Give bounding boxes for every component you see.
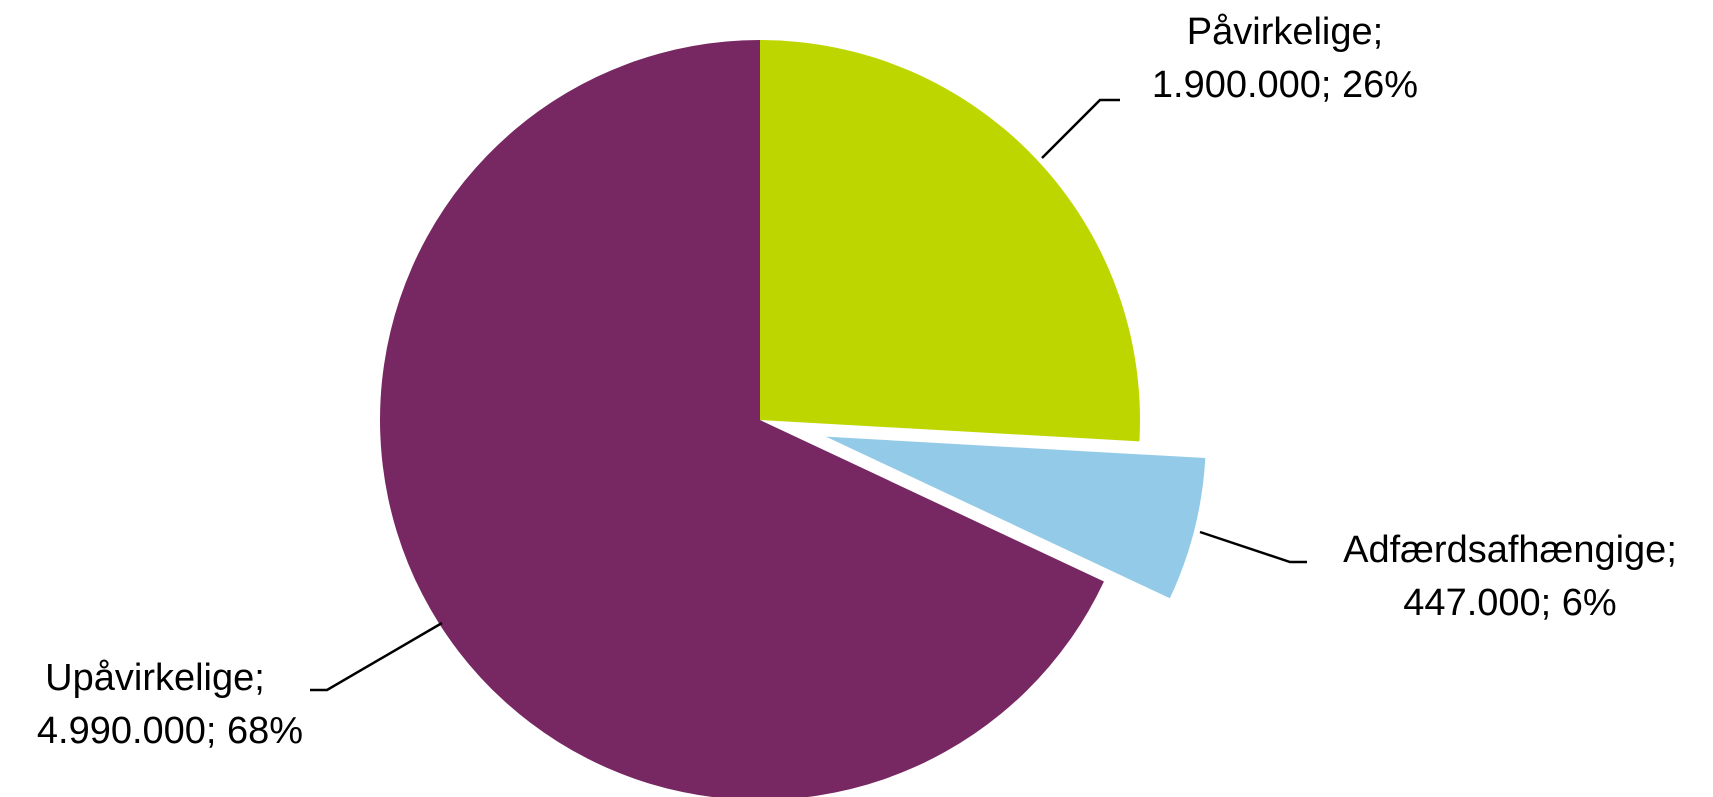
leader-line-påvirkelige	[1041, 98, 1120, 159]
slice-label-påvirkelige-name: Påvirkelige;	[1187, 11, 1383, 53]
pie-slices	[380, 40, 1206, 797]
leader-line-upåvirkelige	[310, 621, 443, 692]
slice-label-påvirkelige-value: 1.900.000; 26%	[1152, 64, 1418, 106]
leader-lines	[310, 98, 1307, 692]
leader-line-adfærdsafhængige	[1199, 530, 1307, 564]
slice-label-upåvirkelige-name: Upåvirkelige;	[45, 657, 265, 699]
pie-slice-adfærdsafhængige	[825, 436, 1206, 599]
slice-labels: Påvirkelige; 1.900.000; 26% Adfærdsafhængi…	[37, 11, 1677, 752]
slice-label-upåvirkelige-value: 4.990.000; 68%	[37, 710, 303, 752]
pie-slice-upåvirkelige	[380, 40, 1104, 797]
pie-slice-påvirkelige	[760, 40, 1140, 442]
slice-label-adfærdsafhængige-value: 447.000; 6%	[1403, 582, 1616, 624]
slice-label-adfærdsafhængige-name: Adfærdsafhængige;	[1343, 529, 1677, 571]
